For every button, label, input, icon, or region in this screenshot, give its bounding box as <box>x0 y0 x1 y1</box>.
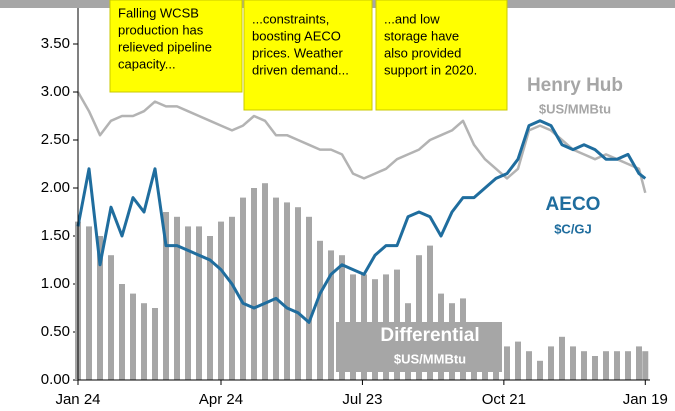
bar <box>625 351 631 380</box>
bar <box>339 255 345 380</box>
bar <box>581 351 587 380</box>
bar <box>97 236 103 380</box>
bar <box>196 226 202 380</box>
bar <box>262 183 268 380</box>
bar <box>559 336 565 380</box>
annotation-text: prices. Weather <box>252 45 343 60</box>
bar <box>317 240 323 380</box>
bar <box>240 197 246 380</box>
bar <box>185 226 191 380</box>
bar <box>537 360 543 380</box>
x-tick-label: Jan 24 <box>55 391 100 408</box>
bar <box>614 351 620 380</box>
bar <box>306 216 312 380</box>
annotation-text: support in 2020. <box>384 62 477 77</box>
bar <box>218 221 224 380</box>
bar <box>141 303 147 380</box>
bar <box>603 351 609 380</box>
x-tick-label: Oct 21 <box>482 391 526 408</box>
bar <box>152 308 158 380</box>
series-label: Henry Hub <box>527 75 623 96</box>
bar <box>504 346 510 380</box>
x-tick-label: Jul 23 <box>342 391 382 408</box>
x-tick-label: Jan 19 <box>623 391 668 408</box>
bar <box>273 197 279 380</box>
line <box>76 119 647 324</box>
annotation-text: ...and low <box>384 11 440 26</box>
bar <box>570 346 576 380</box>
bar <box>515 341 521 380</box>
series-unit: $US/MMBtu <box>539 101 611 116</box>
bar <box>108 255 114 380</box>
y-tick-label: 2.50 <box>41 131 70 148</box>
series-label: AECO <box>546 194 601 215</box>
annotation-text: production has <box>118 22 204 37</box>
y-tick-label: 1.00 <box>41 275 70 292</box>
annotation-text: capacity... <box>118 56 176 71</box>
y-tick-label: 3.00 <box>41 83 70 100</box>
annotation-box <box>375 0 508 111</box>
annotation-text: also provided <box>384 45 461 60</box>
series-unit: $US/MMBtu <box>394 351 466 366</box>
annotation-text: relieved pipeline <box>118 39 212 54</box>
series-unit: $C/GJ <box>554 221 592 236</box>
y-tick-label: 1.50 <box>41 227 70 244</box>
annotation-text: driven demand... <box>252 62 349 77</box>
series-label: Differential <box>380 325 479 346</box>
bar <box>284 202 290 380</box>
bar <box>163 212 169 380</box>
annotation-text: storage have <box>384 28 459 43</box>
bar <box>130 293 136 380</box>
bar <box>548 346 554 380</box>
bar <box>295 207 301 380</box>
bar <box>328 250 334 380</box>
bar <box>229 216 235 380</box>
annotation-box <box>109 0 243 93</box>
bar <box>119 284 125 380</box>
bar <box>416 255 422 380</box>
annotation-text: ...constraints, <box>252 11 329 26</box>
bar <box>427 245 433 380</box>
y-tick-label: 0.50 <box>41 323 70 340</box>
annotation-text: boosting AECO <box>252 28 341 43</box>
annotation-box <box>243 0 373 111</box>
y-tick-label: 2.00 <box>41 179 70 196</box>
x-tick-label: Apr 24 <box>199 391 243 408</box>
label-box <box>336 322 502 372</box>
bar <box>642 351 649 380</box>
bar <box>86 226 92 380</box>
bar <box>251 188 257 380</box>
bar <box>636 346 642 380</box>
bar <box>207 236 213 380</box>
bar <box>526 351 532 380</box>
y-tick-label: 3.50 <box>41 35 70 52</box>
bar <box>592 356 598 380</box>
annotation-text: Falling WCSB <box>118 5 199 20</box>
y-tick-label: 0.00 <box>41 371 70 388</box>
bar <box>174 216 180 380</box>
